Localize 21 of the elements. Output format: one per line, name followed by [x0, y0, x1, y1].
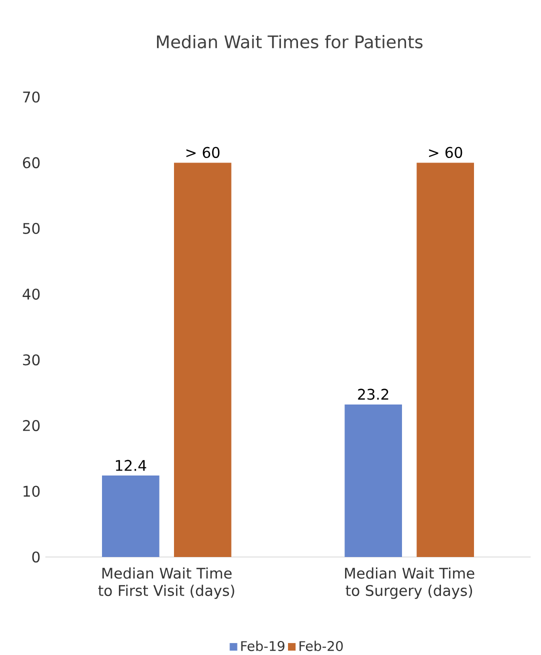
y-tick-label: 40 — [22, 288, 40, 300]
data-label: 23.2 — [358, 388, 388, 400]
y-tick-label: 60 — [22, 157, 40, 168]
bar — [344, 404, 402, 557]
y-tick-label: 30 — [23, 354, 40, 366]
data-label: > 60 — [429, 146, 462, 158]
y-tick-label: 20 — [23, 420, 40, 432]
x-tick-label: Median Wait Time to Surgery (days) — [345, 567, 474, 599]
x-tick-label: Median Wait Time to First Visit (days) — [98, 567, 234, 599]
y-tick-label: 0 — [32, 551, 40, 563]
data-label: > 60 — [186, 146, 220, 158]
chart-title: Median Wait Times for Patients — [157, 34, 423, 48]
y-tick-label: 50 — [23, 222, 40, 234]
y-tick-label: 10 — [24, 486, 40, 497]
bar — [102, 476, 160, 557]
bar — [174, 162, 232, 557]
legend-label: Feb-20 — [300, 640, 343, 652]
y-tick-label: 70 — [23, 91, 40, 103]
legend-label: Feb-19 — [241, 640, 284, 652]
bar — [416, 162, 474, 557]
data-label: 12.4 — [116, 460, 146, 471]
